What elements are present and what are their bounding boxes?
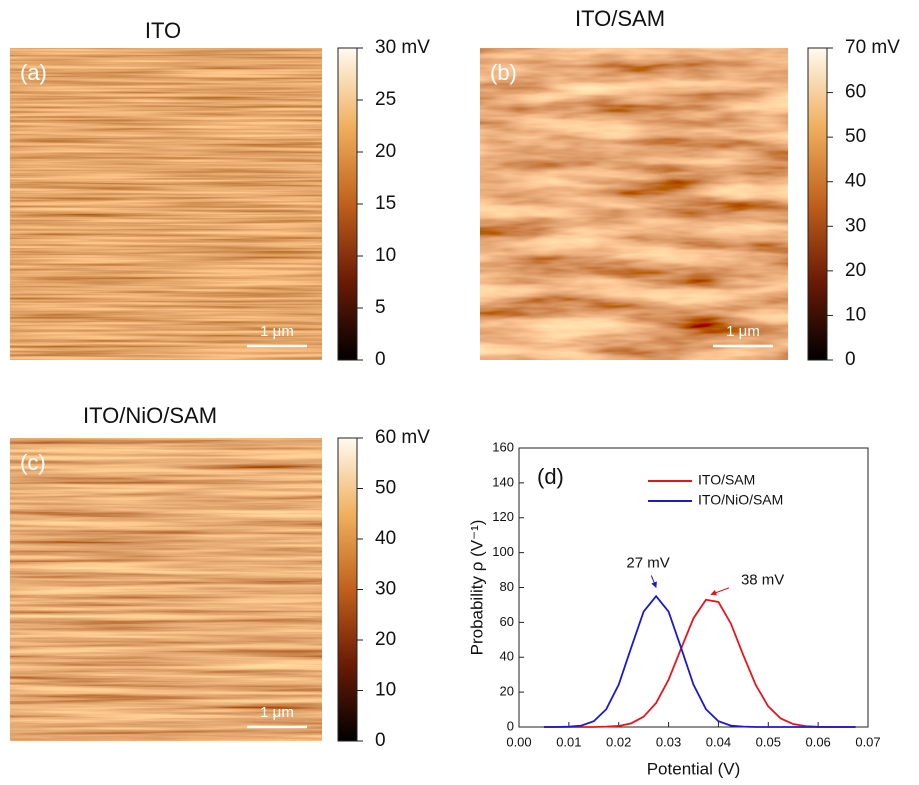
x-tick-label: 0.05 bbox=[756, 734, 781, 749]
colorbar-tick-label: 20 bbox=[375, 141, 396, 162]
y-tick-label: 100 bbox=[492, 544, 514, 559]
y-tick-label: 60 bbox=[500, 614, 514, 629]
y-tick-label: 120 bbox=[492, 509, 514, 524]
colorbar bbox=[337, 47, 358, 361]
x-tick-label: 0.02 bbox=[606, 734, 631, 749]
colorbar-tick-label: 20 bbox=[375, 629, 396, 650]
colorbar-tick-label: 30 bbox=[375, 579, 396, 600]
scale-bar-label: 1 μm bbox=[260, 323, 294, 340]
scale-bar-label: 1 μm bbox=[726, 323, 760, 340]
annotation-label: 27 mV bbox=[626, 554, 669, 571]
kpfm-image bbox=[10, 48, 322, 360]
colorbar-tick-label: 20 bbox=[845, 260, 866, 281]
y-tick-label: 140 bbox=[492, 474, 514, 489]
colorbar bbox=[337, 437, 358, 742]
y-tick-label: 40 bbox=[500, 649, 514, 664]
colorbar-tick-label: 30 bbox=[845, 215, 866, 236]
panel-title: ITO/NiO/SAM bbox=[83, 403, 217, 428]
colorbar-tick-label: 50 bbox=[845, 126, 866, 147]
series-line bbox=[543, 594, 856, 728]
x-tick-label: 0.07 bbox=[855, 734, 880, 749]
panel-label: (a) bbox=[20, 60, 47, 85]
colorbar-tick-label: 0 bbox=[375, 730, 386, 751]
x-tick-label: 0.06 bbox=[805, 734, 830, 749]
x-tick-label: 0.01 bbox=[556, 734, 581, 749]
colorbar-tick-label: 40 bbox=[845, 171, 866, 192]
colorbar-tick-label: 40 bbox=[375, 528, 396, 549]
colorbar-tick-label: 5 bbox=[375, 297, 386, 318]
panel-label: (d) bbox=[537, 464, 564, 489]
annotation-arrow bbox=[710, 587, 730, 596]
x-axis-title: Potential (V) bbox=[647, 759, 741, 778]
colorbar-tick-label: 0 bbox=[845, 349, 856, 370]
annotation-label: 38 mV bbox=[741, 571, 784, 588]
y-tick-label: 20 bbox=[500, 684, 514, 699]
colorbar-tick-label: 10 bbox=[375, 245, 396, 266]
colorbar-tick-label: 60 mV bbox=[375, 427, 430, 448]
y-tick-label: 160 bbox=[492, 439, 514, 454]
panel-title: ITO/SAM bbox=[575, 6, 665, 31]
annotation-arrow bbox=[650, 575, 657, 589]
colorbar-tick-label: 70 mV bbox=[845, 37, 900, 58]
scale-bar-label: 1 μm bbox=[260, 704, 294, 721]
panel-label: (b) bbox=[490, 60, 517, 85]
colorbar-tick-label: 25 bbox=[375, 89, 396, 110]
legend-label: ITO/NiO/SAM bbox=[698, 492, 783, 508]
legend-label: ITO/SAM bbox=[698, 472, 755, 488]
colorbar-tick-label: 50 bbox=[375, 478, 396, 499]
x-tick-label: 0.04 bbox=[706, 734, 731, 749]
panel-title: ITO bbox=[145, 18, 181, 43]
colorbar bbox=[807, 47, 828, 361]
kpfm-image bbox=[10, 438, 322, 741]
y-tick-label: 0 bbox=[507, 718, 514, 733]
y-tick-label: 80 bbox=[500, 579, 514, 594]
colorbar-tick-label: 30 mV bbox=[375, 37, 430, 58]
y-axis-title: Probability ρ (V⁻¹) bbox=[467, 520, 486, 656]
x-tick-label: 0.03 bbox=[656, 734, 681, 749]
panel-label: (c) bbox=[20, 450, 46, 475]
kpfm-image bbox=[480, 48, 788, 360]
colorbar-tick-label: 10 bbox=[845, 304, 866, 325]
colorbar-tick-label: 60 bbox=[845, 82, 866, 103]
colorbar-tick-label: 10 bbox=[375, 680, 396, 701]
series-line bbox=[543, 598, 856, 728]
colorbar-tick-label: 0 bbox=[375, 349, 386, 370]
colorbar-tick-label: 15 bbox=[375, 193, 396, 214]
x-tick-label: 0.00 bbox=[506, 734, 531, 749]
